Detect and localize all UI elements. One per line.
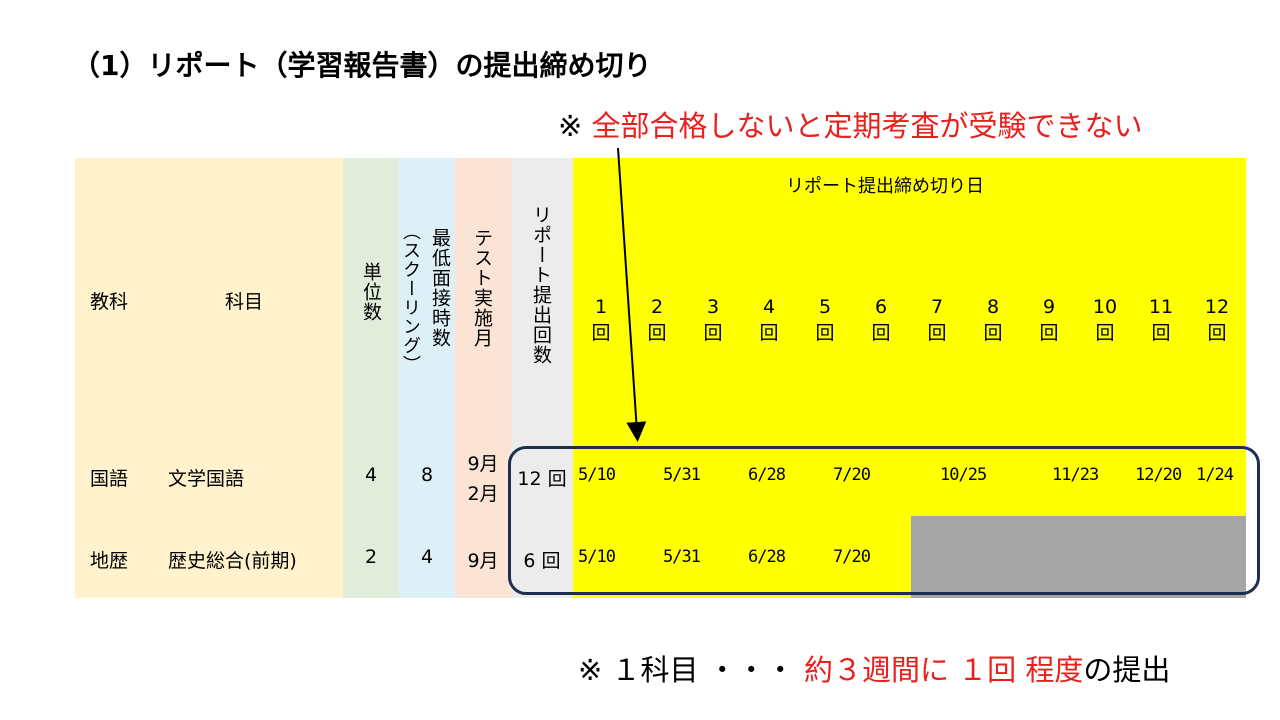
row1-date-7: 12/20 (1135, 465, 1182, 485)
round-number: 9 (1042, 296, 1056, 318)
round-unit: 回 (871, 322, 891, 344)
row1-date-5: 10/25 (940, 465, 987, 485)
round-number: 8 (986, 296, 1000, 318)
round-unit: 回 (927, 322, 947, 344)
row1-date-2: 5/31 (663, 465, 701, 485)
round-number: 4 (762, 296, 776, 318)
round-unit: 回 (983, 322, 1003, 344)
header-subject-area: 教科 (90, 291, 129, 313)
no-report-area (911, 516, 1246, 598)
round-unit: 回 (1039, 322, 1059, 344)
page-title: （1）リポート（学習報告書）の提出締め切り (72, 49, 652, 82)
round-unit: 回 (1151, 322, 1171, 344)
frequency-note-part1: １科目 ・・・ (611, 653, 795, 687)
row2-test-month: 9月 (467, 550, 499, 572)
row2-date-4: 7/20 (833, 547, 871, 567)
frequency-note-part2: 約３週間に １回 程度 (803, 653, 1084, 687)
requirement-text: 全部合格しないと定期考査が受験できない (591, 109, 1143, 143)
round-unit: 回 (703, 322, 723, 344)
row2-subject: 歴史総合(前期) (168, 550, 297, 572)
frequency-note: ※ １科目 ・・・ 約３週間に １回 程度の提出 (578, 647, 1170, 689)
round-unit: 回 (815, 322, 835, 344)
round-number: 5 (818, 296, 832, 318)
row1-date-4: 7/20 (833, 465, 871, 485)
header-report-count: リポート提出回数 (530, 205, 552, 365)
frequency-note-part3: の提出 (1083, 653, 1171, 687)
row1-test-month-1: 9月 (467, 453, 499, 475)
round-unit: 回 (647, 322, 667, 344)
row1-hours: 8 (420, 464, 434, 486)
round-number: 7 (930, 296, 944, 318)
row1-report-count: 12 回 (517, 468, 567, 490)
requirement-note: ※ 全部合格しないと定期考査が受験できない (558, 103, 1143, 145)
row1-area: 国語 (90, 468, 129, 490)
note-mark: ※ (558, 109, 583, 143)
round-unit: 回 (1095, 322, 1115, 344)
row2-report-count: 6 回 (523, 550, 561, 572)
row1-date-3: 6/28 (748, 465, 786, 485)
round-number: 2 (650, 296, 664, 318)
round-header-10: 10 回 (1085, 294, 1125, 346)
row2-hours: 4 (420, 546, 434, 568)
round-unit: 回 (1207, 322, 1227, 344)
arrow-line (617, 147, 647, 442)
row1-test-month-2: 2月 (467, 483, 499, 505)
row2-date-1: 5/10 (578, 547, 616, 567)
round-unit: 回 (759, 322, 779, 344)
report-count-column (511, 158, 573, 598)
header-hours: 最低面接時数 (429, 228, 451, 348)
round-number: 11 (1148, 296, 1174, 318)
row2-units: 2 (364, 546, 378, 568)
row1-date-1: 5/10 (578, 465, 616, 485)
header-test-month: テスト実施月 (471, 228, 493, 348)
row1-date-8: 1/24 (1196, 465, 1234, 485)
row1-date-6: 11/23 (1052, 465, 1099, 485)
header-deadlines: リポート提出締め切り日 (786, 176, 984, 197)
row2-date-3: 6/28 (748, 547, 786, 567)
header-hours-schooling: （スクーリング） (400, 222, 421, 374)
round-number: 10 (1092, 296, 1118, 318)
row2-area: 地歴 (90, 550, 129, 572)
round-number: 3 (706, 296, 720, 318)
round-unit: 回 (591, 322, 611, 344)
hours-column (399, 158, 455, 598)
round-header-12: 12 回 (1197, 294, 1237, 346)
test-month-column (455, 158, 511, 598)
header-subject: 科目 (225, 291, 264, 313)
row1-subject: 文学国語 (168, 468, 245, 490)
header-units: 単位数 (360, 262, 382, 322)
row1-units: 4 (364, 464, 378, 486)
round-number: 1 (594, 296, 608, 318)
round-header-11: 11 回 (1141, 294, 1181, 346)
row2-date-2: 5/31 (663, 547, 701, 567)
subject-column (75, 158, 343, 598)
units-column (343, 158, 399, 598)
report-deadline-highlight-box (508, 446, 1260, 595)
round-number: 12 (1204, 296, 1230, 318)
note-mark: ※ (578, 653, 603, 687)
round-number: 6 (874, 296, 888, 318)
